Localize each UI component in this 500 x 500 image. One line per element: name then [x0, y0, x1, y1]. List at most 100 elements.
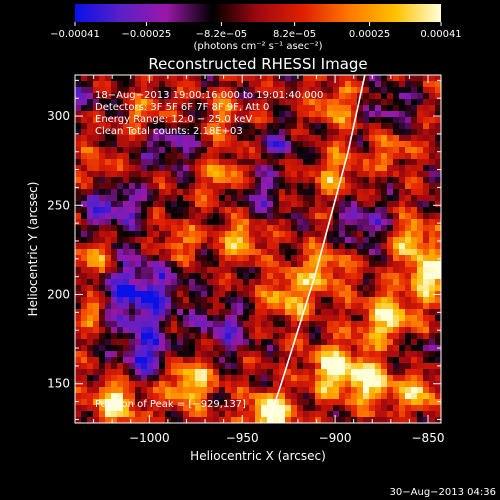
heatmap-cell: [93, 159, 100, 166]
heatmap-cell: [327, 183, 334, 190]
heatmap-cell: [183, 219, 190, 226]
heatmap-cell: [117, 357, 124, 364]
heatmap-cell: [195, 141, 202, 148]
heatmap-cell: [117, 375, 124, 382]
heatmap-cell: [117, 345, 124, 352]
heatmap-cell: [321, 357, 328, 364]
heatmap-cell: [81, 339, 88, 346]
heatmap-cell: [261, 315, 268, 322]
heatmap-cell: [309, 249, 316, 256]
heatmap-cell: [363, 357, 370, 364]
heatmap-cell: [273, 129, 280, 136]
heatmap-cell: [261, 417, 268, 423]
heatmap-cell: [81, 405, 88, 412]
heatmap-cell: [357, 87, 364, 94]
heatmap-cell: [195, 381, 202, 388]
heatmap-cell: [327, 357, 334, 364]
heatmap-cell: [417, 129, 424, 136]
heatmap-cell: [363, 117, 370, 124]
heatmap-cell: [159, 99, 166, 106]
heatmap-cell: [381, 201, 388, 208]
heatmap-cell: [111, 105, 118, 112]
heatmap-cell: [345, 261, 352, 268]
heatmap-cell: [75, 81, 82, 88]
heatmap-cell: [297, 273, 304, 280]
heatmap-cell: [423, 219, 430, 226]
colorbar-tick-label: 8.2e−05: [273, 29, 316, 40]
heatmap-cell: [399, 177, 406, 184]
heatmap-cell: [243, 279, 250, 286]
heatmap-cell: [147, 87, 154, 94]
heatmap-cell: [243, 99, 250, 106]
heatmap-cell: [405, 243, 412, 250]
heatmap-cell: [333, 303, 340, 310]
heatmap-cell: [387, 399, 394, 406]
heatmap-cell: [393, 135, 400, 142]
heatmap-cell: [249, 417, 256, 423]
heatmap-cell: [321, 135, 328, 142]
heatmap-cell: [381, 405, 388, 412]
heatmap-cell: [345, 219, 352, 226]
heatmap-cell: [111, 267, 118, 274]
heatmap-cell: [435, 213, 441, 220]
heatmap-cell: [249, 327, 256, 334]
heatmap-cell: [165, 357, 172, 364]
heatmap-cell: [105, 363, 112, 370]
heatmap-cell: [153, 297, 160, 304]
heatmap-cell: [261, 189, 268, 196]
heatmap-cell: [75, 87, 82, 94]
heatmap-cell: [351, 99, 358, 106]
heatmap-cell: [213, 375, 220, 382]
heatmap-cell: [345, 129, 352, 136]
heatmap-cell: [297, 201, 304, 208]
heatmap-cell: [171, 399, 178, 406]
heatmap-cell: [261, 387, 268, 394]
heatmap-cell: [105, 309, 112, 316]
heatmap-cell: [327, 315, 334, 322]
heatmap-cell: [381, 333, 388, 340]
heatmap-cell: [345, 207, 352, 214]
heatmap-cell: [87, 279, 94, 286]
heatmap-cell: [93, 81, 100, 88]
heatmap-cell: [111, 291, 118, 298]
heatmap-cell: [129, 369, 136, 376]
heatmap-cell: [285, 231, 292, 238]
heatmap-cell: [429, 381, 436, 388]
heatmap-cell: [201, 201, 208, 208]
heatmap-cell: [255, 273, 262, 280]
heatmap-cell: [273, 255, 280, 262]
heatmap-cell: [429, 189, 436, 196]
heatmap-cell: [315, 99, 322, 106]
heatmap-cell: [381, 399, 388, 406]
heatmap-cell: [261, 135, 268, 142]
heatmap-cell: [375, 291, 382, 298]
heatmap-cell: [189, 309, 196, 316]
heatmap-cell: [435, 159, 441, 166]
heatmap-cell: [123, 93, 130, 100]
heatmap-cell: [153, 81, 160, 88]
heatmap-cell: [267, 351, 274, 358]
heatmap-cell: [225, 405, 232, 412]
heatmap-cell: [171, 153, 178, 160]
heatmap-cell: [249, 171, 256, 178]
heatmap-cell: [87, 357, 94, 364]
heatmap-cell: [393, 291, 400, 298]
heatmap-cell: [303, 165, 310, 172]
heatmap-cell: [201, 369, 208, 376]
heatmap-cell: [153, 273, 160, 280]
heatmap-cell: [357, 237, 364, 244]
heatmap-cell: [279, 309, 286, 316]
heatmap-cell: [333, 105, 340, 112]
heatmap-cell: [411, 153, 418, 160]
heatmap-cell: [99, 303, 106, 310]
heatmap-cell: [303, 399, 310, 406]
heatmap-cell: [171, 309, 178, 316]
heatmap-cell: [93, 87, 100, 94]
heatmap-cell: [285, 321, 292, 328]
heatmap-cell: [375, 297, 382, 304]
heatmap-cell: [357, 303, 364, 310]
heatmap-cell: [87, 285, 94, 292]
heatmap-cell: [129, 111, 136, 118]
heatmap-cell: [177, 123, 184, 130]
heatmap-cell: [147, 207, 154, 214]
